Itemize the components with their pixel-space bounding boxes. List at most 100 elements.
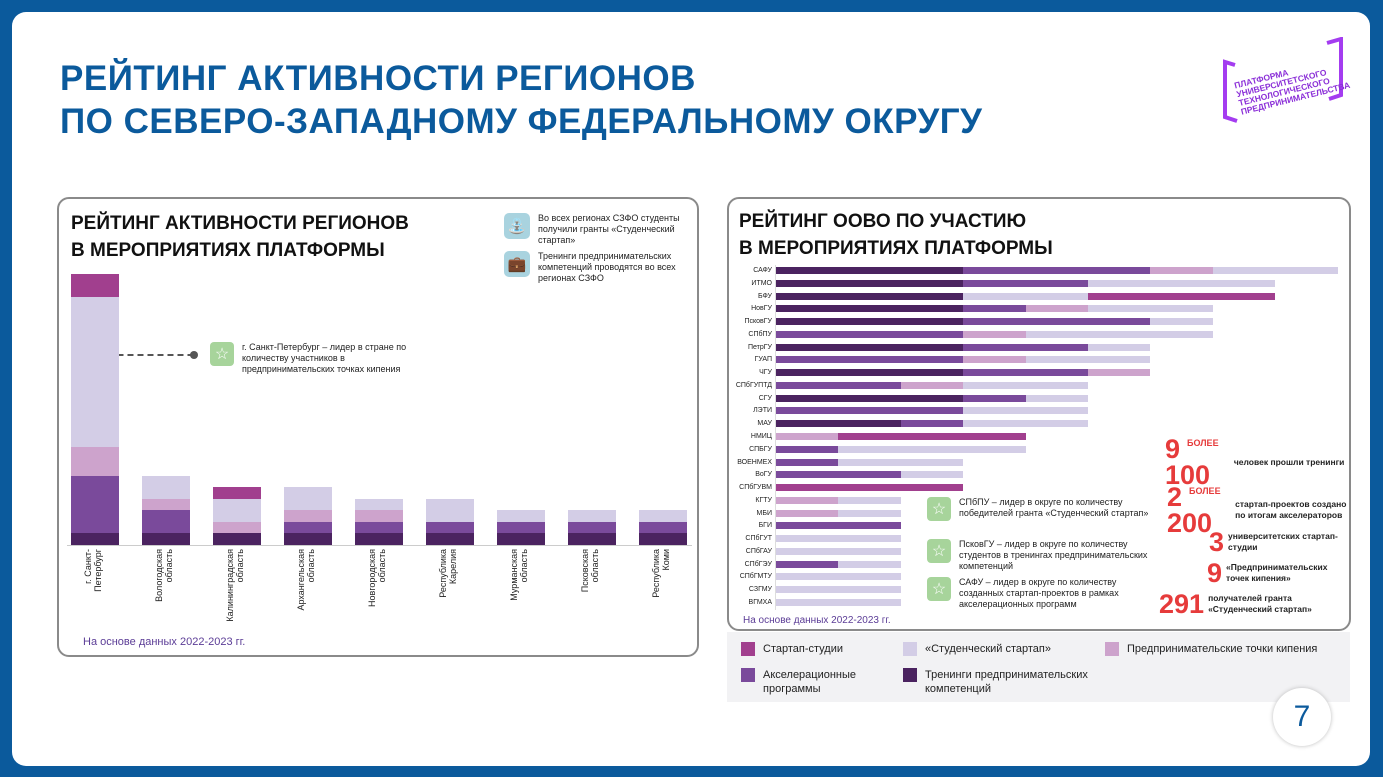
bar-segment-accel xyxy=(776,522,901,530)
bar-segment-startup xyxy=(355,498,403,511)
leader-callout: ☆ САФУ – лидер в округе по количеству соз… xyxy=(927,577,1157,610)
bar-segment-trainings xyxy=(776,279,964,287)
bar-segment-points xyxy=(776,496,839,504)
category-label: Новгородская область xyxy=(367,549,387,607)
stat-item: 9 «Предпринимательских точек кипения» xyxy=(1207,560,1346,587)
bar-segment-accel xyxy=(71,475,119,534)
bar-segment-points xyxy=(1088,369,1151,377)
star-icon: ☆ xyxy=(927,577,951,601)
category-label: г. Санкт- Петербург xyxy=(83,549,103,592)
bar-segment-points xyxy=(776,433,839,440)
legend-item-points: Предпринимательские точки кипения xyxy=(1105,642,1345,656)
bar-segment-trainings xyxy=(355,533,403,545)
legend-label: Стартап-студии xyxy=(763,643,844,655)
bar-segment-startup xyxy=(838,458,964,466)
bar-segment-points xyxy=(142,498,190,511)
bar-segment-points xyxy=(963,356,1026,364)
bar-segment-startup xyxy=(639,510,687,522)
bar-segment-accel xyxy=(963,305,1026,313)
bar-segment-startup xyxy=(426,498,474,522)
info-trainings: 💼 Тренинги предпринимательских компетенци… xyxy=(504,251,689,284)
bar-segment-accel xyxy=(963,279,1088,287)
bar-segment-points xyxy=(963,330,1026,338)
bar-segment-trainings xyxy=(776,394,964,402)
bar-segment-startup xyxy=(776,535,901,543)
star-icon: ☆ xyxy=(927,497,951,521)
regions-panel: РЕЙТИНГ АКТИВНОСТИ РЕГИОНОВ В МЕРОПРИЯТИЯ… xyxy=(57,197,699,657)
stat-text: человек прошли тренинги xyxy=(1233,456,1345,467)
category-label: САФУ xyxy=(753,267,772,274)
stat-text: «Предпринимательских точек кипения» xyxy=(1226,562,1328,583)
bar-segment-accel xyxy=(426,521,474,534)
category-label: БГИ xyxy=(758,522,772,530)
bar-segment-startup xyxy=(963,381,1088,389)
bar-segment-startup xyxy=(963,292,1088,300)
bar-segment-points xyxy=(1150,267,1213,274)
bar-segment-accel xyxy=(776,356,964,364)
category-label: СПбГМТУ xyxy=(739,573,772,581)
category-label: ЧГУ xyxy=(759,369,772,377)
stat-number: 9 100 xyxy=(1165,434,1211,490)
legend-swatch xyxy=(741,642,755,656)
leader-callout: ☆ СПбПУ – лидер в округе по количеству по… xyxy=(927,497,1157,521)
stat-item: 2 200 стартап-проектов создано по итогам … xyxy=(1167,484,1349,537)
bar-segment-trainings xyxy=(497,533,545,545)
category-label: БФУ xyxy=(758,292,772,300)
bar-segment-accel xyxy=(776,471,901,479)
legend-swatch xyxy=(903,642,917,656)
title-line-1: РЕЙТИНГ АКТИВНОСТИ РЕГИОНОВ xyxy=(60,59,696,98)
category-label: СПбГЭУ xyxy=(744,560,772,568)
stat-text: университетских стартап-студии xyxy=(1228,531,1338,552)
bar-segment-trainings xyxy=(776,292,964,300)
category-label: СПбПУ xyxy=(748,330,772,338)
bar-segment-startup xyxy=(1088,343,1151,351)
bar-segment-startup xyxy=(776,547,901,555)
bar-segment-studios xyxy=(1088,292,1276,300)
star-icon: ☆ xyxy=(210,342,234,366)
bar-segment-startup xyxy=(142,475,190,499)
bar-segment-startup xyxy=(963,420,1088,428)
leader-callout: ☆ ПсковГУ – лидер в округе по количеству … xyxy=(927,539,1157,572)
universities-title: РЕЙТИНГ ООВО ПО УЧАСТИЮ В МЕРОПРИЯТИЯХ ПЛ… xyxy=(739,208,1053,262)
category-label: Архангельская область xyxy=(296,549,316,611)
universities-title-2: В МЕРОПРИЯТИЯХ ПЛАТФОРМЫ xyxy=(739,238,1053,259)
bar-segment-startup xyxy=(71,296,119,447)
bar-segment-accel xyxy=(497,521,545,534)
category-label: СПБГУ xyxy=(749,445,772,453)
bar-segment-startup xyxy=(1025,330,1213,338)
spb-callout-text: г. Санкт-Петербург – лидер в стране по к… xyxy=(242,342,407,374)
bar-segment-startup xyxy=(776,573,901,581)
legend-label: Тренинги предпринимательских компетенций xyxy=(925,669,1088,695)
bar-segment-studios xyxy=(838,433,1026,440)
category-label: КГТУ xyxy=(755,496,772,504)
legend-label: Акселерационные программы xyxy=(763,669,857,695)
stat-prefix: БОЛЕЕ xyxy=(1189,486,1221,496)
bar-segment-startup xyxy=(1088,305,1213,313)
bar-segment-accel xyxy=(568,521,616,534)
bar-segment-startup xyxy=(1088,279,1276,287)
category-label: СПбГУТ xyxy=(745,535,772,543)
category-label: ИТМО xyxy=(751,279,772,287)
bar-segment-startup xyxy=(284,487,332,511)
category-label: СПбГУВМ xyxy=(739,484,772,492)
bar-segment-accel xyxy=(963,267,1151,274)
regions-note: На основе данных 2022-2023 гг. xyxy=(83,636,246,648)
regions-title: РЕЙТИНГ АКТИВНОСТИ РЕГИОНОВ В МЕРОПРИЯТИЯ… xyxy=(71,210,409,264)
bar-segment-accel xyxy=(963,394,1026,402)
bar-segment-points xyxy=(900,381,964,389)
platform-logo: ПЛАТФОРМАУНИВЕРСИТЕТСКОГОТЕХНОЛОГИЧЕСКОГ… xyxy=(1223,37,1351,123)
bar-segment-startup xyxy=(838,509,901,517)
stat-item: 291 получателей гранта «Студенческий стар… xyxy=(1159,591,1328,618)
page-number: 7 xyxy=(1273,688,1331,746)
bar-segment-accel xyxy=(900,420,964,428)
category-label: Республика Карелия xyxy=(438,549,458,598)
category-label: МАУ xyxy=(757,420,772,428)
fountain-icon: ⛲ xyxy=(504,213,530,239)
stat-item: 3 университетских стартап-студии xyxy=(1209,529,1348,556)
bar-segment-trainings xyxy=(142,533,190,545)
category-label: ПсковГУ xyxy=(744,318,772,326)
leader-callout-text: СПбПУ – лидер в округе по количеству поб… xyxy=(959,497,1149,518)
bar-segment-trainings xyxy=(776,420,901,428)
universities-note: На основе данных 2022-2023 гг. xyxy=(743,615,891,626)
bar-segment-points xyxy=(355,510,403,522)
